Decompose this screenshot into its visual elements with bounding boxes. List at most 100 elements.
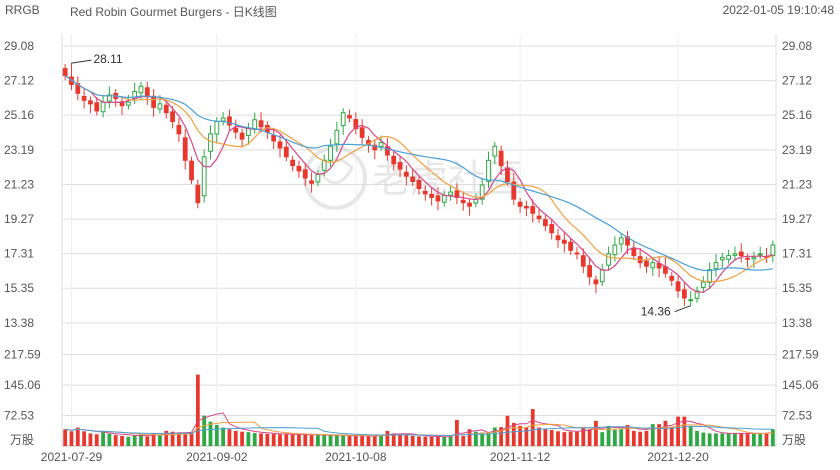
volume-bar xyxy=(417,436,421,446)
price-tick-label-right: 13.38 xyxy=(782,316,812,330)
candle-up xyxy=(599,269,605,283)
volume-bar xyxy=(360,435,365,446)
volume-tick-label-right: 217.59 xyxy=(782,348,819,362)
date-tick-label: 2021-11-12 xyxy=(490,450,551,464)
volume-bar xyxy=(492,427,497,446)
volume-bar xyxy=(132,435,137,446)
candlesticks xyxy=(62,63,776,307)
volume-bar xyxy=(391,433,396,446)
candle-down xyxy=(75,83,81,94)
volume-bar xyxy=(556,431,560,446)
candle-up xyxy=(479,184,485,200)
candle-up xyxy=(688,299,694,302)
volume-bar xyxy=(631,430,636,446)
candle-down xyxy=(239,132,245,140)
volume-bar xyxy=(619,428,624,446)
volume-bar xyxy=(745,433,750,446)
volume-bar xyxy=(612,430,617,446)
volume-bar xyxy=(707,433,712,446)
ma20-line xyxy=(64,75,773,272)
candle-down xyxy=(88,100,93,105)
volume-tick-label-left: 217.59 xyxy=(4,348,41,362)
candle-up xyxy=(106,94,112,102)
volume-bar xyxy=(75,427,80,446)
candle-down xyxy=(574,252,580,255)
volume-bar xyxy=(701,432,706,446)
volume-bar xyxy=(644,430,649,446)
volume-ma-lines xyxy=(65,412,773,438)
volume-tick-label-left: 72.53 xyxy=(4,409,34,423)
candle-up xyxy=(328,145,333,161)
candle-up xyxy=(201,156,207,197)
volume-ma20-line xyxy=(65,426,773,436)
candle-down xyxy=(144,87,150,98)
volume-tick-label-right: 72.53 xyxy=(782,409,812,423)
candle-down xyxy=(81,95,87,101)
volume-bar xyxy=(221,427,226,446)
volume-bar xyxy=(101,432,105,446)
volume-bar xyxy=(505,415,510,446)
volume-bar xyxy=(720,433,725,446)
volume-bar xyxy=(714,433,718,446)
volume-bar xyxy=(347,435,352,446)
price-ma-lines xyxy=(64,75,774,293)
candle-down xyxy=(429,193,435,198)
volume-bar xyxy=(480,432,485,446)
price-tick-label-right: 25.16 xyxy=(782,108,812,122)
volume-bar xyxy=(404,435,409,446)
candle-down xyxy=(530,206,536,214)
candle-down xyxy=(372,144,378,151)
candle-up xyxy=(220,117,226,122)
volume-bar xyxy=(688,425,693,446)
candle-up xyxy=(378,142,384,148)
ticker-symbol: RRGB xyxy=(5,3,40,17)
price-tick-label-right: 27.12 xyxy=(782,74,812,88)
volume-bar xyxy=(726,433,731,446)
candle-down xyxy=(258,120,264,128)
candle-up xyxy=(650,262,656,269)
volume-bar xyxy=(82,431,87,446)
volume-bar xyxy=(676,416,680,446)
candle-down xyxy=(163,104,169,114)
candle-up xyxy=(214,121,220,135)
volume-bar xyxy=(467,429,472,446)
volume-bar xyxy=(246,432,251,446)
candle-up xyxy=(100,101,106,113)
volume-bar xyxy=(120,435,124,446)
volume-bar xyxy=(309,435,314,446)
volume-bar xyxy=(650,424,655,446)
volume-bar xyxy=(214,425,219,446)
candle-down xyxy=(182,137,188,161)
axis-labels: 29.08 29.08 27.12 27.12 25.16 25.16 23.19 23.19… xyxy=(4,39,819,464)
candle-down xyxy=(587,265,592,278)
candle-up xyxy=(448,191,453,196)
volume-bar xyxy=(189,433,194,446)
watermark-logo-mark xyxy=(316,157,354,185)
candle-down xyxy=(347,115,352,119)
volume-bar xyxy=(145,436,150,446)
volume-bar xyxy=(233,430,238,446)
candle-down xyxy=(397,162,403,170)
volume-bar xyxy=(158,435,162,446)
price-tick-label-left: 25.16 xyxy=(4,108,34,122)
candle-down xyxy=(290,159,296,167)
volume-bar xyxy=(663,420,668,446)
volume-bar xyxy=(442,436,447,446)
price-tick-label-left: 19.27 xyxy=(4,212,34,226)
candle-down xyxy=(549,224,555,234)
candle-down xyxy=(745,257,750,260)
candle-down xyxy=(410,176,416,183)
volume-bar xyxy=(139,434,143,446)
candle-up xyxy=(770,244,776,257)
candle-down xyxy=(561,239,567,244)
candle-up xyxy=(732,253,738,256)
volume-bar xyxy=(176,432,181,446)
date-tick-label: 2021-10-08 xyxy=(325,450,387,464)
candle-up xyxy=(707,269,713,283)
candle-down xyxy=(675,281,681,292)
volume-bar xyxy=(530,409,535,446)
candle-down xyxy=(631,248,637,257)
candle-up xyxy=(486,159,491,182)
